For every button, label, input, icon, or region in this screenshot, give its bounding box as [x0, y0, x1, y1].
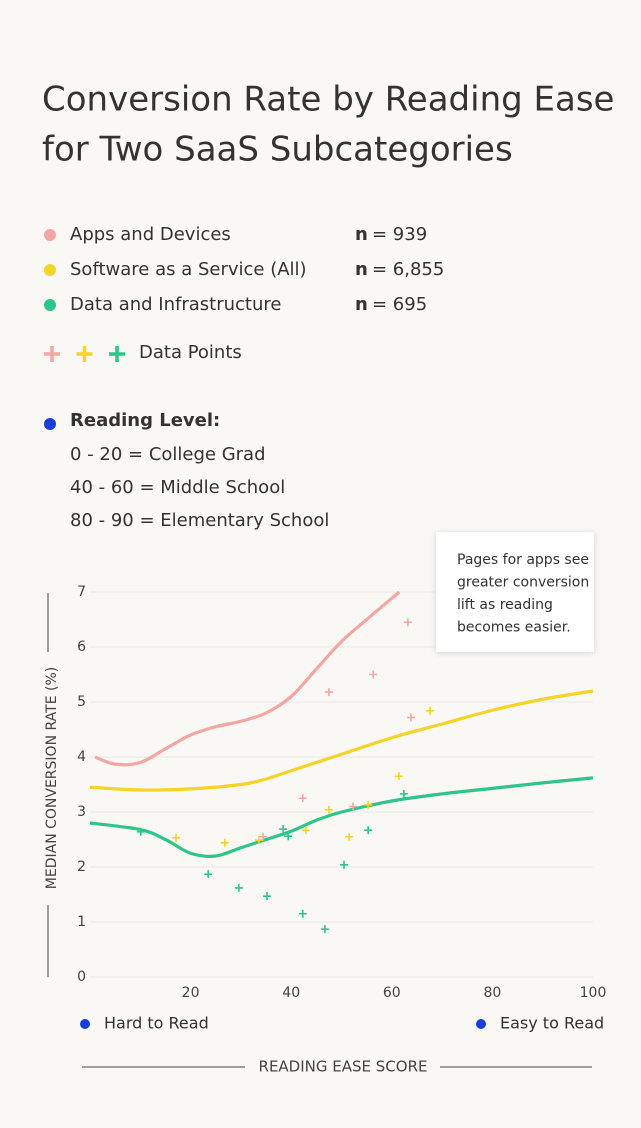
legend-label: Data and Infrastructure [70, 294, 281, 315]
annotation-box [436, 532, 594, 652]
chart-title: for Two SaaS Subcategories [42, 130, 513, 170]
x-axis-title: READING EASE SCORE [259, 1058, 428, 1076]
series-line [89, 776, 594, 858]
data-point [255, 836, 264, 845]
legend-label: Data Points [139, 342, 242, 363]
data-point [364, 800, 373, 809]
legend-n-value: = 939 [372, 224, 427, 245]
data-point [136, 827, 145, 836]
legend-n-symbol: n [355, 259, 368, 280]
x-low-label: Hard to Read [104, 1014, 209, 1033]
reading-level-line: 80 - 90 = Elementary School [70, 510, 329, 531]
legend-label: Apps and Devices [70, 224, 231, 245]
data-point [340, 860, 349, 869]
y-tick-label: 2 [77, 859, 86, 875]
legend-plus [109, 346, 125, 362]
data-point [324, 805, 333, 814]
data-point [345, 832, 354, 841]
chart-title: Conversion Rate by Reading Ease [42, 80, 614, 120]
y-tick-label: 0 [77, 969, 86, 985]
data-point [298, 909, 307, 918]
annotation-line: greater conversion [457, 575, 589, 591]
data-point [399, 789, 408, 798]
data-point [263, 892, 272, 901]
y-tick-label: 5 [77, 694, 86, 710]
legend-label: Software as a Service (All) [70, 259, 307, 280]
data-point [259, 832, 268, 841]
reading-level-line: 40 - 60 = Middle School [70, 477, 285, 498]
legend-n-value: = 6,855 [372, 259, 444, 280]
legend-plus [44, 346, 60, 362]
y-tick-label: 4 [77, 749, 86, 765]
reading-level-title: Reading Level: [70, 410, 220, 431]
data-point [301, 826, 310, 835]
data-point [349, 802, 358, 811]
data-point [234, 883, 243, 892]
data-point [394, 772, 403, 781]
data-point [172, 833, 181, 842]
data-point [220, 838, 229, 847]
y-axis-title: MEDIAN CONVERSION RATE (%) [44, 667, 60, 889]
annotation-line: Pages for apps see [457, 552, 589, 568]
legend-dot [44, 229, 56, 241]
data-point [320, 925, 329, 934]
data-point [298, 794, 307, 803]
data-point [406, 713, 415, 722]
annotation-line: lift as reading [457, 597, 553, 613]
legend-dot [476, 1019, 486, 1029]
data-point [369, 670, 378, 679]
x-tick-label: 100 [580, 985, 607, 1001]
data-point [426, 706, 435, 715]
data-point [284, 832, 293, 841]
data-point [279, 825, 288, 834]
legend-dot [44, 264, 56, 276]
legend-n-value: = 695 [372, 294, 427, 315]
x-tick-label: 40 [282, 985, 300, 1001]
x-tick-label: 20 [182, 985, 200, 1001]
y-tick-label: 1 [77, 914, 86, 930]
data-point [403, 618, 412, 627]
series-line [89, 689, 594, 792]
legend-plus [76, 346, 93, 362]
legend-n-symbol: n [355, 224, 368, 245]
y-tick-label: 3 [77, 804, 86, 820]
data-point [204, 870, 213, 879]
annotation-line: becomes easier. [457, 620, 571, 636]
reading-level-line: 0 - 20 = College Grad [70, 444, 266, 465]
data-point [324, 688, 333, 697]
legend-dot [44, 418, 56, 430]
x-tick-label: 80 [483, 985, 501, 1001]
x-high-label: Easy to Read [500, 1014, 604, 1033]
y-tick-label: 7 [77, 584, 86, 600]
legend-dot [80, 1019, 90, 1029]
data-point [364, 826, 373, 835]
legend-dot [44, 299, 56, 311]
x-tick-label: 60 [383, 985, 401, 1001]
legend-n-symbol: n [355, 294, 368, 315]
y-tick-label: 6 [77, 639, 86, 655]
series-line [94, 590, 401, 767]
